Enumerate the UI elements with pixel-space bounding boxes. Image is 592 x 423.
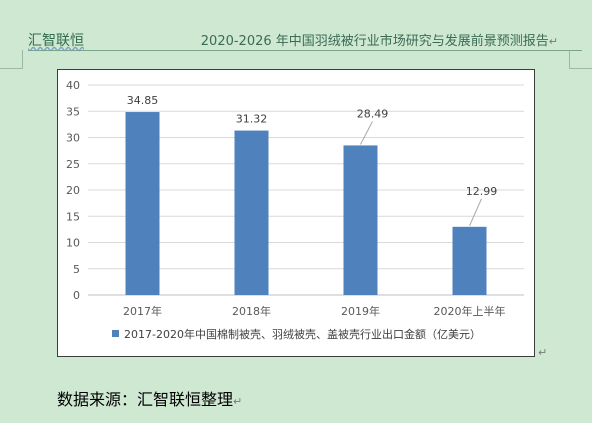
x-tick-label: 2019年 [341, 304, 380, 318]
y-tick-label: 10 [66, 237, 80, 250]
y-tick-label: 5 [73, 263, 80, 276]
header-company-name: 汇智联恒 [28, 33, 84, 49]
data-label-leader [469, 198, 482, 227]
legend-label: 2017-2020年中国棉制被壳、羽绒被壳、盖被壳行业出口金额（亿美元） [124, 327, 481, 341]
x-tick-label: 2017年 [123, 304, 162, 318]
header-rule [28, 50, 582, 51]
y-tick-label: 0 [73, 289, 80, 302]
header-report-title: 2020-2026 年中国羽绒被行业市场研究与发展前景预测报告↵ [201, 30, 558, 49]
return-mark: ↵ [548, 35, 558, 48]
data-source-text: 数据来源：汇智联恒整理 [57, 390, 234, 409]
bar [125, 112, 160, 295]
data-label: 12.99 [466, 185, 498, 198]
y-tick-label: 20 [66, 184, 80, 197]
page-corner-mark-right [569, 50, 592, 69]
paragraph-mark: ↵ [538, 346, 548, 359]
data-label: 34.85 [127, 94, 159, 107]
y-tick-label: 30 [66, 132, 80, 145]
legend-swatch [112, 330, 119, 337]
y-tick-label: 25 [66, 158, 80, 171]
data-label: 31.32 [236, 113, 268, 126]
header-report-title-text: 2020-2026 年中国羽绒被行业市场研究与发展前景预测报告 [200, 34, 549, 49]
return-mark: ↵ [233, 395, 243, 408]
bar-chart: 0 5 10 15 20 25 30 35 40 34.85 2017年 31.32 2018年 28.4… [66, 79, 524, 341]
page-corner-mark-left [0, 50, 23, 69]
data-label: 28.49 [357, 107, 389, 120]
data-label-leader [360, 121, 373, 145]
data-source-note: 数据来源：汇智联恒整理↵ [57, 386, 242, 410]
y-tick-label: 15 [66, 210, 80, 223]
bar [234, 130, 269, 295]
chart-frame: 0 5 10 15 20 25 30 35 40 34.85 2017年 31.32 2018年 28.4… [57, 69, 535, 357]
y-tick-label: 35 [66, 105, 80, 118]
x-tick-label: 2020年上半年 [434, 304, 506, 318]
x-tick-label: 2018年 [232, 304, 271, 318]
bar [343, 145, 378, 295]
bar [452, 226, 487, 295]
y-tick-label: 40 [66, 79, 80, 92]
